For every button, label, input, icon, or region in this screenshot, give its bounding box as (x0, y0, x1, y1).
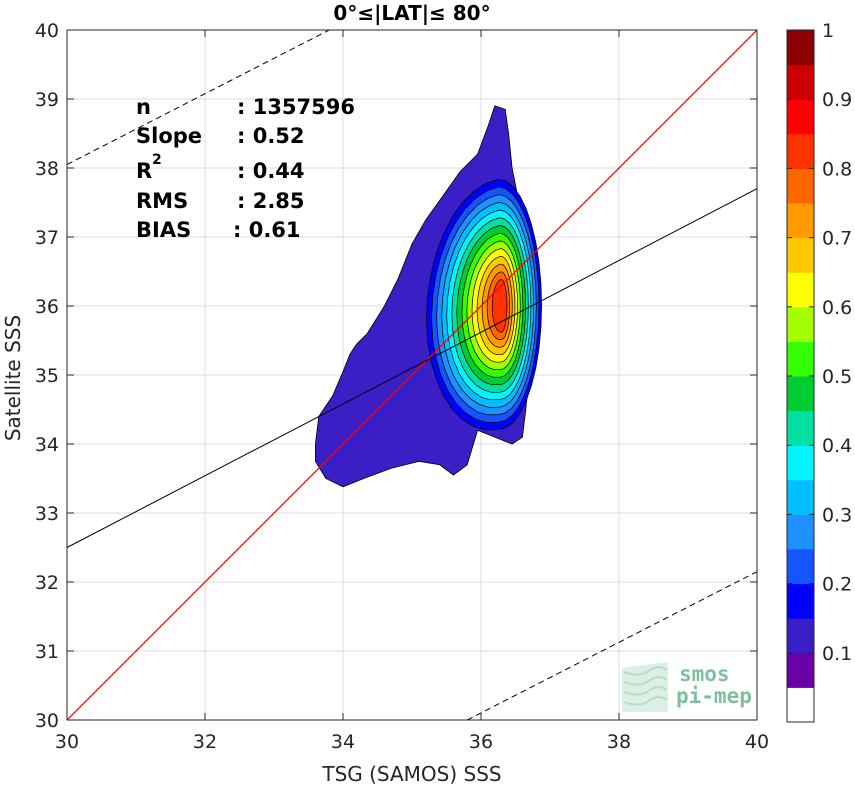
stat-bias-label: BIAS (136, 218, 191, 242)
colorbar-ticks: 0.1 0.2 0.3 0.4 0.5 0.6 0.7 0.8 0.9 1 (787, 20, 852, 665)
colorbar-segment (787, 376, 814, 412)
y-tick-label: 36 (35, 296, 59, 318)
stat-r2-value: : 0.44 (237, 159, 305, 183)
colorbar-segment (787, 341, 814, 377)
logo-text-smos: smos (679, 662, 730, 686)
y-tick-label: 39 (35, 89, 59, 111)
y-tick-label: 38 (35, 158, 59, 180)
colorbar-segment (787, 99, 814, 135)
colorbar-tick-label: 1 (822, 20, 834, 42)
x-tick-label: 32 (193, 731, 217, 753)
colorbar-segment (787, 237, 814, 273)
identity-line (67, 30, 757, 720)
y-tick-label: 34 (35, 434, 59, 456)
colorbar-segment (787, 687, 814, 723)
colorbar-segment (787, 549, 814, 585)
stat-slope-label: Slope (136, 124, 202, 148)
stat-n-label: n (136, 95, 151, 119)
stat-r2-label: R (136, 159, 152, 183)
colorbar-segment (787, 652, 814, 688)
density-contours (315, 105, 542, 488)
colorbar-segment (787, 618, 814, 654)
colorbar-tick-label: 0.4 (822, 435, 852, 457)
chart-title: 0°≤|LAT|≤ 80° (333, 1, 490, 25)
regression-fit-line (67, 188, 757, 548)
y-axis-label: Satellite SSS (1, 315, 25, 441)
stat-rms-value: : 2.85 (237, 189, 305, 213)
stat-n-value: : 1357596 (237, 95, 355, 119)
y-tick-label: 31 (35, 641, 59, 663)
colorbar-tick-label: 0.5 (822, 366, 852, 388)
y-tick-label: 40 (35, 20, 59, 42)
x-tick-label: 38 (607, 731, 631, 753)
colorbar-tick-label: 0.9 (822, 89, 852, 111)
logo-text-pimep: pi-mep (676, 684, 752, 708)
colorbar-segment (787, 479, 814, 515)
logo-mark-icon (622, 662, 668, 712)
colorbar-segment (787, 168, 814, 204)
y-tick-label: 32 (35, 572, 59, 594)
lower-bound-dashed-line (466, 571, 757, 720)
x-axis-label: TSG (SAMOS) SSS (321, 762, 501, 786)
colorbar-segment (787, 410, 814, 446)
colorbar-tick-label: 0.2 (822, 574, 852, 596)
y-tick-label: 33 (35, 503, 59, 525)
stat-slope-value: : 0.52 (237, 124, 305, 148)
colorbar (787, 30, 814, 723)
colorbar-segment (787, 30, 814, 66)
colorbar-segment (787, 445, 814, 481)
smos-pimep-logo: smos pi-mep (622, 662, 752, 712)
x-tick-label: 36 (469, 731, 493, 753)
stats-block: n : 1357596 Slope : 0.52 R 2 : 0.44 RMS … (136, 95, 355, 242)
colorbar-tick-label: 0.8 (822, 158, 852, 180)
x-tick-label: 30 (55, 731, 79, 753)
colorbar-segment (787, 272, 814, 308)
colorbar-segment (787, 64, 814, 100)
y-tick-label: 30 (35, 710, 59, 732)
colorbar-tick-label: 0.1 (822, 643, 852, 665)
x-tick-label: 40 (745, 731, 769, 753)
colorbar-tick-label: 0.3 (822, 504, 852, 526)
regression-lines (67, 30, 757, 720)
colorbar-segment (787, 133, 814, 169)
y-tick-label: 37 (35, 227, 59, 249)
stat-r2-superscript: 2 (152, 152, 162, 168)
y-tick-label: 35 (35, 365, 59, 387)
upper-bound-dashed-line (67, 30, 330, 165)
y-axis-ticks: 30 31 32 33 34 35 36 37 38 39 40 (35, 20, 757, 732)
x-axis-ticks: 30 32 34 36 38 40 (55, 30, 769, 753)
stat-rms-label: RMS (136, 189, 188, 213)
colorbar-tick-label: 0.7 (822, 228, 852, 250)
colorbar-segment (787, 306, 814, 342)
colorbar-segment (787, 514, 814, 550)
x-tick-label: 34 (331, 731, 355, 753)
colorbar-tick-label: 0.6 (822, 297, 852, 319)
colorbar-segment (787, 583, 814, 619)
colorbar-segment (787, 203, 814, 239)
stat-bias-value: : 0.61 (233, 218, 301, 242)
